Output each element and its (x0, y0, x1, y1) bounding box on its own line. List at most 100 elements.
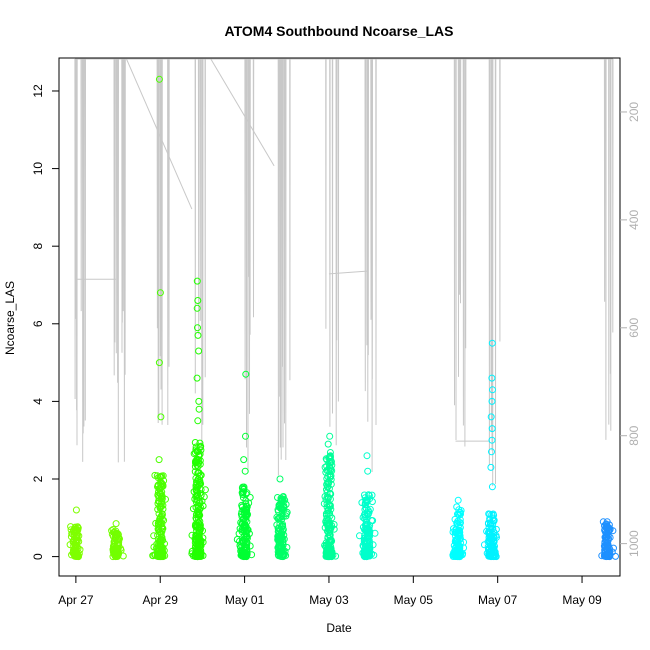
data-points (66, 75, 619, 561)
data-point (326, 501, 334, 509)
data-point (119, 552, 127, 560)
data-point (489, 510, 497, 518)
data-point (488, 448, 495, 456)
y2-tick-label: 1000 (627, 530, 641, 557)
data-point (324, 494, 332, 502)
data-point (110, 529, 118, 537)
data-point (324, 440, 332, 448)
data-point (274, 494, 281, 501)
data-point (194, 417, 202, 425)
data-point (326, 490, 334, 498)
data-point (612, 552, 619, 560)
data-point (323, 542, 331, 550)
data-point (276, 475, 284, 483)
data-point (488, 374, 496, 382)
data-point (238, 501, 246, 509)
data-point (323, 462, 331, 470)
data-point (453, 540, 461, 548)
data-point (277, 523, 285, 531)
data-point (369, 541, 377, 549)
y-tick-label: 0 (31, 553, 45, 560)
data-point (241, 542, 249, 550)
y-tick-label: 2 (31, 475, 45, 482)
data-point (150, 532, 158, 540)
x-axis: Apr 27 Apr 29 May 01 May 03 May 05 May 07 May … (58, 575, 602, 607)
data-point (72, 538, 80, 546)
y-tick-label: 8 (31, 243, 45, 250)
data-point (194, 297, 202, 304)
data-point (487, 536, 495, 544)
data-point (456, 553, 464, 561)
data-point (156, 484, 164, 492)
data-point (326, 455, 334, 463)
x-tick-label: Apr 27 (58, 593, 94, 607)
data-point (602, 542, 610, 550)
data-point (274, 533, 282, 541)
data-point (195, 539, 203, 547)
data-point (603, 518, 611, 526)
data-point (603, 552, 611, 560)
data-point (326, 550, 334, 558)
data-point (277, 548, 285, 556)
data-point (457, 535, 464, 543)
depth-connector (328, 270, 367, 275)
depth-connector (126, 58, 193, 210)
data-point (326, 432, 334, 440)
data-point (158, 500, 165, 507)
x-tick-label: May 07 (478, 593, 518, 607)
depth-connector (210, 58, 275, 167)
data-point (323, 456, 331, 464)
data-point (193, 491, 201, 499)
data-point (492, 550, 499, 558)
data-point (236, 537, 243, 545)
series-group (273, 475, 291, 561)
data-point (111, 539, 118, 547)
data-point (157, 413, 165, 421)
data-point (363, 552, 371, 559)
x-axis-label: Date (326, 621, 352, 635)
data-point (601, 526, 609, 534)
data-point (242, 432, 249, 440)
data-point (194, 482, 202, 490)
data-point (195, 405, 203, 413)
series-group (188, 277, 209, 561)
data-point (153, 472, 161, 480)
data-point (280, 504, 288, 512)
data-point (324, 482, 332, 490)
data-point (196, 523, 203, 531)
data-point (361, 506, 369, 514)
data-point (326, 462, 333, 470)
data-point (192, 549, 200, 557)
data-point (330, 525, 338, 533)
data-point (238, 484, 246, 492)
data-point (326, 526, 334, 533)
data-point (70, 536, 78, 543)
data-point (193, 277, 201, 285)
data-point (601, 539, 609, 547)
data-point (277, 494, 285, 502)
data-point (158, 515, 166, 523)
data-point (323, 500, 331, 508)
data-point (360, 538, 368, 546)
data-point (155, 518, 163, 526)
x-tick-label: Apr 29 (143, 593, 179, 607)
data-point (194, 519, 202, 527)
y-tick-label: 10 (31, 162, 45, 176)
data-point (240, 506, 248, 514)
data-point (283, 508, 291, 516)
data-point (194, 508, 202, 516)
data-point (488, 436, 496, 444)
chart-title: ATOM4 Southbound Ncoarse_LAS (225, 23, 454, 39)
data-point (487, 413, 495, 421)
data-point (197, 442, 205, 450)
series-group (233, 370, 256, 561)
data-point (456, 511, 463, 519)
series-group (356, 452, 379, 561)
data-point (452, 526, 460, 534)
data-point (68, 530, 76, 538)
series-group (66, 506, 84, 561)
data-point (364, 510, 372, 518)
data-point (278, 497, 286, 505)
data-point (238, 547, 246, 555)
